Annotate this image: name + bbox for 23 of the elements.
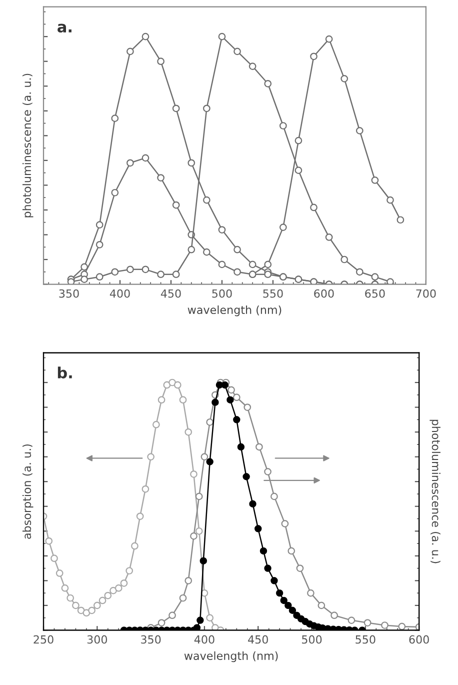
x-tick-label: 400 [194,635,214,644]
x-axis-title: wavelength (nm) [184,651,278,662]
x-tick-label: 600 [314,289,334,298]
text: a. [58,24,72,33]
x-tick-label: 450 [160,289,181,298]
x-tick-label: 350 [141,635,161,644]
x-tick-label: 500 [302,635,322,644]
x-axis-title: wavelength (nm) [188,305,282,316]
text: b. [58,366,72,378]
x-tick-label: 650 [365,289,385,298]
x-tick-label: 500 [212,289,232,298]
x-tick-label: 450 [248,635,268,644]
x-tick-label: 700 [416,289,436,298]
x-tick-label: 300 [87,635,108,644]
y-axis-title: absorption (a. u.) [22,444,34,539]
y2-axis-title: photoluminescence (a. u.) [430,420,440,564]
x-tick-label: 550 [356,635,376,644]
x-tick-label: 550 [263,289,283,298]
x-tick-label: 600 [409,635,429,644]
x-tick-label: 250 [34,635,54,644]
x-tick-label: 350 [59,289,79,298]
y-axis-title: photoluminescence (a. u.) [22,74,34,218]
x-tick-label: 400 [110,289,130,298]
